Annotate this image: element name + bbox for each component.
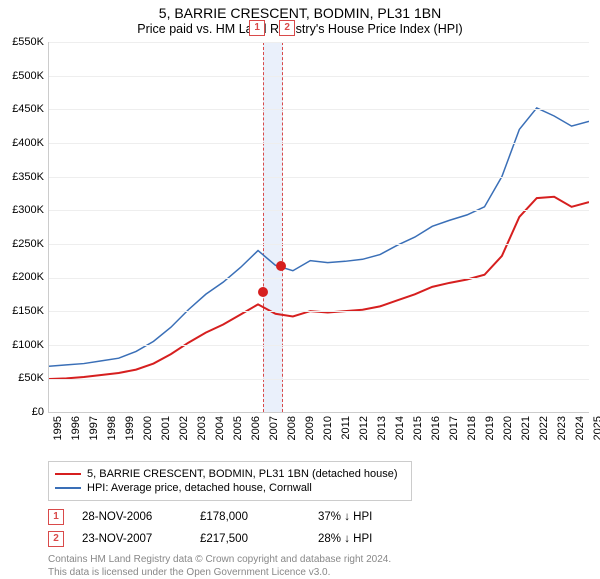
x-axis-label: 2020 <box>502 416 514 440</box>
x-axis-label: 1999 <box>124 416 136 440</box>
legend-item: 5, BARRIE CRESCENT, BODMIN, PL31 1BN (de… <box>55 468 405 480</box>
x-axis-label: 1996 <box>70 416 82 440</box>
event-date: 28-NOV-2006 <box>82 511 182 523</box>
page-title: 5, BARRIE CRESCENT, BODMIN, PL31 1BN <box>0 0 600 22</box>
x-axis-label: 2022 <box>538 416 550 440</box>
event-row-badge: 1 <box>48 509 64 525</box>
y-axis-label: £100K <box>0 339 44 351</box>
series-line <box>49 108 589 366</box>
attribution-text: Contains HM Land Registry data © Crown c… <box>48 553 600 579</box>
y-axis-label: £250K <box>0 238 44 250</box>
x-axis-label: 2010 <box>322 416 334 440</box>
x-axis-label: 2007 <box>268 416 280 440</box>
x-axis-label: 2015 <box>412 416 424 440</box>
x-axis-label: 2013 <box>376 416 388 440</box>
x-axis-label: 2019 <box>484 416 496 440</box>
x-axis-label: 2006 <box>250 416 262 440</box>
legend-box: 5, BARRIE CRESCENT, BODMIN, PL31 1BN (de… <box>48 461 412 501</box>
price-chart: 12 <box>48 42 589 413</box>
x-axis-label: 2021 <box>520 416 532 440</box>
x-axis-label: 2016 <box>430 416 442 440</box>
attribution-line: This data is licensed under the Open Gov… <box>48 566 600 579</box>
page-subtitle: Price paid vs. HM Land Registry's House … <box>0 22 600 36</box>
event-badge: 2 <box>279 20 295 36</box>
x-axis-label: 2002 <box>178 416 190 440</box>
x-axis-label: 2024 <box>574 416 586 440</box>
event-price: £217,500 <box>200 533 300 545</box>
event-delta: 37% ↓ HPI <box>318 511 418 523</box>
event-row: 2 23-NOV-2007 £217,500 28% ↓ HPI <box>48 531 600 547</box>
x-axis-label: 2003 <box>196 416 208 440</box>
x-axis-label: 2017 <box>448 416 460 440</box>
y-axis-label: £400K <box>0 137 44 149</box>
x-axis-label: 2009 <box>304 416 316 440</box>
y-axis-label: £350K <box>0 171 44 183</box>
x-axis-label: 2004 <box>214 416 226 440</box>
y-axis-label: £300K <box>0 204 44 216</box>
x-axis-label: 2008 <box>286 416 298 440</box>
y-axis-label: £0 <box>0 406 44 418</box>
price-marker <box>276 261 286 271</box>
x-axis-label: 2014 <box>394 416 406 440</box>
x-axis-label: 2000 <box>142 416 154 440</box>
event-date: 23-NOV-2007 <box>82 533 182 545</box>
legend-swatch <box>55 473 81 475</box>
event-badge: 1 <box>249 20 265 36</box>
legend-item: HPI: Average price, detached house, Corn… <box>55 482 405 494</box>
event-table: 1 28-NOV-2006 £178,000 37% ↓ HPI 2 23-NOV-200… <box>48 509 600 547</box>
x-axis-label: 1998 <box>106 416 118 440</box>
x-axis-label: 1997 <box>88 416 100 440</box>
y-axis-label: £50K <box>0 372 44 384</box>
x-axis-label: 2012 <box>358 416 370 440</box>
x-axis-label: 2005 <box>232 416 244 440</box>
y-axis-label: £150K <box>0 305 44 317</box>
y-axis-label: £450K <box>0 103 44 115</box>
series-line <box>49 197 589 379</box>
y-axis-label: £200K <box>0 271 44 283</box>
event-row: 1 28-NOV-2006 £178,000 37% ↓ HPI <box>48 509 600 525</box>
price-marker <box>258 287 268 297</box>
legend-swatch <box>55 487 81 489</box>
x-axis-label: 2023 <box>556 416 568 440</box>
legend-label: HPI: Average price, detached house, Corn… <box>87 482 312 494</box>
x-axis-label: 2018 <box>466 416 478 440</box>
x-axis-label: 2011 <box>340 416 352 440</box>
x-axis-label: 2001 <box>160 416 172 440</box>
y-axis-label: £500K <box>0 70 44 82</box>
event-row-badge: 2 <box>48 531 64 547</box>
x-axis-label: 2025 <box>592 416 600 440</box>
x-axis-label: 1995 <box>52 416 64 440</box>
event-price: £178,000 <box>200 511 300 523</box>
legend-label: 5, BARRIE CRESCENT, BODMIN, PL31 1BN (de… <box>87 468 398 480</box>
event-delta: 28% ↓ HPI <box>318 533 418 545</box>
y-axis-label: £550K <box>0 36 44 48</box>
chart-lines <box>49 42 589 412</box>
